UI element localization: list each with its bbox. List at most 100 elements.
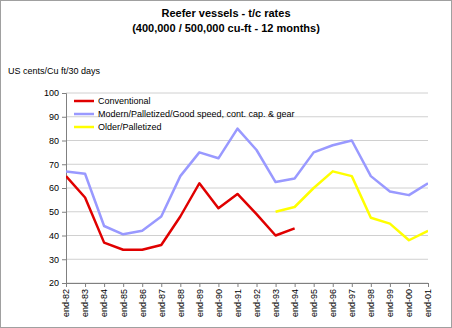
grid-line	[66, 211, 428, 212]
legend-swatch	[74, 126, 94, 129]
y-tick-label: 80	[49, 136, 59, 146]
x-tick-mark	[237, 283, 238, 287]
x-tick: end-93	[271, 283, 281, 317]
x-tick-label: end-90	[214, 289, 224, 317]
x-tick-mark	[257, 283, 258, 287]
x-tick-label: end-95	[309, 289, 319, 317]
x-tick-label: end-01	[423, 289, 433, 317]
x-axis: end-82 end-83 end-84 end-85 end-86 end-87 end-…	[61, 283, 433, 317]
x-tick-mark	[314, 283, 315, 287]
y-axis: 20 30 40 50 60 70 80 90 100	[44, 88, 67, 288]
legend-swatch	[74, 100, 94, 103]
x-tick-mark	[371, 283, 372, 287]
x-tick: end-89	[195, 283, 205, 317]
frame	[1, 1, 452, 328]
x-tick-mark	[295, 283, 296, 287]
y-tick-mark	[62, 212, 66, 213]
y-tick-label: 90	[49, 112, 59, 122]
x-tick-mark	[409, 283, 410, 287]
y-tick-mark	[62, 259, 66, 260]
legend-swatch	[74, 113, 94, 116]
x-tick: end-82	[61, 283, 71, 317]
y-tick-label: 40	[49, 231, 59, 241]
series-line	[276, 171, 428, 240]
x-tick-label: end-92	[252, 289, 262, 317]
x-tick-mark	[161, 283, 162, 287]
x-tick: end-00	[404, 283, 414, 317]
x-tick-label: end-87	[157, 289, 167, 317]
y-tick: 30	[49, 255, 66, 265]
x-tick: end-84	[99, 283, 109, 317]
x-tick-label: end-93	[271, 289, 281, 317]
y-tick: 60	[49, 183, 66, 193]
series-lines	[66, 129, 428, 250]
y-tick-mark	[62, 283, 66, 284]
chart: Reefer vessels - t/c rates (400,000 / 500…	[0, 0, 452, 328]
x-tick: end-86	[138, 283, 148, 317]
x-tick: end-90	[214, 283, 224, 317]
x-tick: end-91	[233, 283, 243, 317]
subtitle: (400,000 / 500,000 cu-ft - 12 months)	[132, 22, 320, 34]
x-tick-label: end-85	[119, 289, 129, 317]
y-tick-label: 100	[44, 88, 59, 98]
x-tick-mark	[428, 283, 429, 287]
x-tick-label: end-99	[385, 289, 395, 317]
x-tick: end-01	[423, 283, 433, 317]
x-tick-mark	[104, 283, 105, 287]
x-tick: end-92	[252, 283, 262, 317]
x-tick-label: end-89	[195, 289, 205, 317]
grid-line	[66, 235, 428, 236]
y-tick: 90	[49, 112, 66, 122]
legend: Conventional Modern/Palletized/Good speed…	[74, 96, 295, 132]
x-tick: end-97	[347, 283, 357, 317]
x-tick-mark	[390, 283, 391, 287]
y-tick: 70	[49, 160, 66, 170]
y-axis-line	[62, 94, 67, 284]
x-tick-label: end-96	[328, 289, 338, 317]
x-tick-mark	[199, 283, 200, 287]
x-tick-label: end-94	[290, 289, 300, 317]
y-tick-mark	[62, 93, 66, 94]
x-tick: end-99	[385, 283, 395, 317]
x-tick-mark	[276, 283, 277, 287]
y-tick-mark	[62, 117, 66, 118]
x-tick-mark	[66, 283, 67, 287]
title: Reefer vessels - t/c rates	[161, 7, 290, 19]
x-tick-label: end-83	[80, 289, 90, 317]
x-tick-mark	[85, 283, 86, 287]
x-tick-label: end-97	[347, 289, 357, 317]
x-tick-label: end-84	[99, 289, 109, 317]
y-tick: 20	[49, 278, 66, 288]
x-tick-label: end-98	[366, 289, 376, 317]
x-tick-label: end-86	[138, 289, 148, 317]
y-tick-label: 20	[49, 278, 59, 288]
x-tick-mark	[142, 283, 143, 287]
x-tick: end-87	[157, 283, 167, 317]
y-tick-mark	[62, 141, 66, 142]
grid	[66, 93, 428, 283]
legend-label: Older/Palletized	[98, 122, 162, 132]
x-tick-mark	[218, 283, 219, 287]
grid-line	[66, 259, 428, 260]
x-tick-label: end-00	[404, 289, 414, 317]
x-tick-mark	[123, 283, 124, 287]
y-tick: 100	[44, 88, 66, 98]
y-tick: 50	[49, 207, 66, 217]
legend-entry: Modern/Palletized/Good speed, cont. cap.…	[74, 109, 295, 119]
y-tick: 80	[49, 136, 66, 146]
x-tick-mark	[333, 283, 334, 287]
legend-entry: Conventional	[74, 96, 151, 106]
grid-line	[66, 164, 428, 165]
y-tick-mark	[62, 236, 66, 237]
x-tick: end-83	[80, 283, 90, 317]
legend-label: Modern/Palletized/Good speed, cont. cap.…	[98, 109, 295, 119]
x-tick: end-94	[290, 283, 300, 317]
y-axis-title: US cents/Cu ft/30 days	[8, 66, 101, 76]
y-tick-label: 30	[49, 255, 59, 265]
x-tick: end-98	[366, 283, 376, 317]
x-tick-label: end-91	[233, 289, 243, 317]
x-tick: end-96	[328, 283, 338, 317]
grid-line	[66, 93, 428, 94]
y-tick: 40	[49, 231, 66, 241]
x-tick-mark	[180, 283, 181, 287]
